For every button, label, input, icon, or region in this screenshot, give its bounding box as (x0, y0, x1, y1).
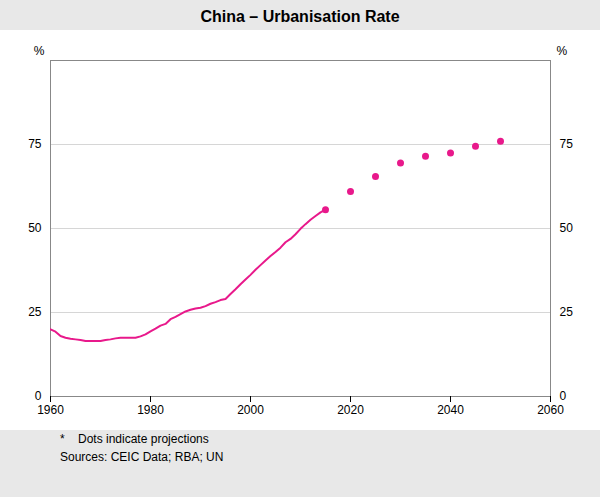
svg-text:0: 0 (560, 389, 567, 403)
svg-text:2000: 2000 (237, 403, 264, 417)
svg-text:75: 75 (560, 137, 574, 151)
svg-text:1980: 1980 (137, 403, 164, 417)
svg-text:1960: 1960 (37, 403, 64, 417)
html-text:Sources: CEIC Data; RBA; UN: Sources: CEIC Data; RBA; UN (60, 450, 224, 464)
svg-text:%: % (557, 44, 568, 58)
svg-text:50: 50 (560, 221, 574, 235)
svg-text:2060: 2060 (537, 403, 564, 417)
svg-text:50: 50 (28, 221, 42, 235)
svg-text:25: 25 (560, 305, 574, 319)
html-text:China – Urbanisation Rate: China – Urbanisation Rate (200, 8, 400, 25)
svg-text:25: 25 (28, 305, 42, 319)
svg-text:2020: 2020 (337, 403, 364, 417)
svg-text:0: 0 (35, 389, 42, 403)
html-text:* Dots indicate projections: * Dots indicate projections (60, 432, 209, 446)
svg-text:2040: 2040 (437, 403, 464, 417)
svg-text:%: % (34, 44, 45, 58)
svg-text:75: 75 (28, 137, 42, 151)
